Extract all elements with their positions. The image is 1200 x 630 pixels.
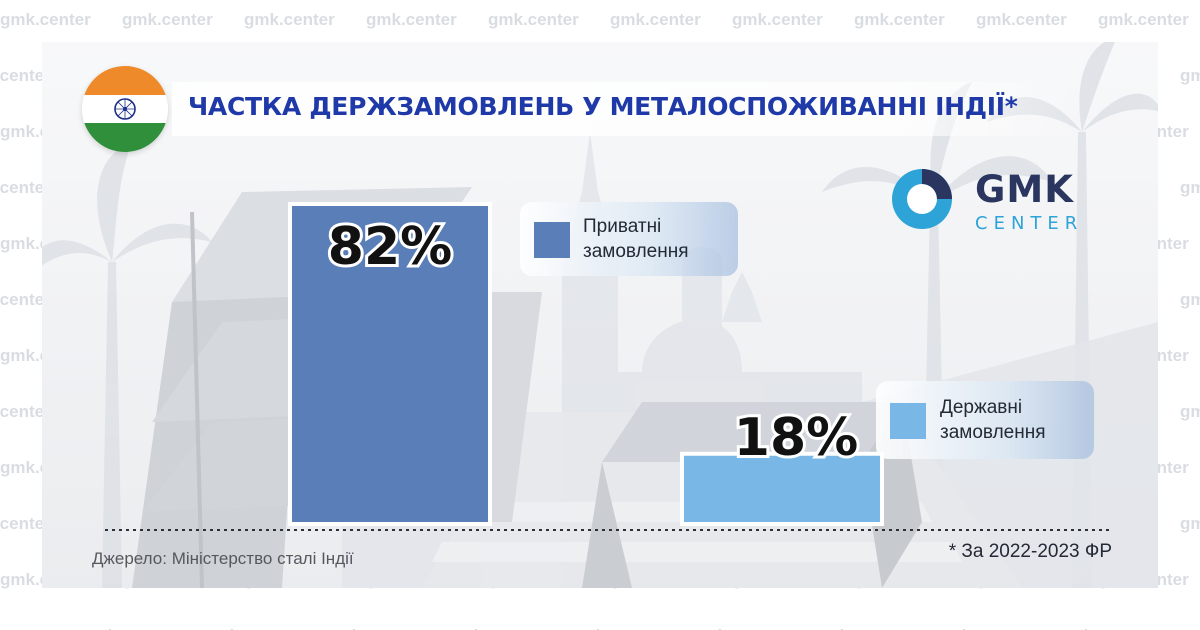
watermark-text: gmk.center xyxy=(244,10,335,29)
watermark-text: gmk.center xyxy=(0,290,51,309)
watermark-text: gmk.center xyxy=(1058,626,1149,630)
watermark-text: gmk.center xyxy=(204,626,295,630)
watermark-text: gmk.center xyxy=(1180,178,1200,197)
legend-label-private: Приватні замовлення xyxy=(583,216,689,262)
watermark-text: gmk.center xyxy=(976,10,1067,29)
watermark-text: gmk.center xyxy=(448,626,539,630)
india-flag-icon xyxy=(82,66,168,152)
watermark-text: gmk.center xyxy=(692,626,783,630)
watermark-text: gmk.center xyxy=(854,10,945,29)
bar-state xyxy=(680,451,884,527)
data-label-private: 82% xyxy=(328,217,452,277)
watermark-text: gmk.center xyxy=(0,626,51,630)
legend-swatch-private xyxy=(534,222,570,258)
watermark-text: gmk.center xyxy=(0,514,51,533)
watermark-text: gmk.center xyxy=(326,626,417,630)
ashoka-chakra-icon xyxy=(114,98,136,120)
chart-title: ЧАСТКА ДЕРЖЗАМОВЛЕНЬ У МЕТАЛОСПОЖИВАННІ … xyxy=(188,92,1018,121)
source-note: Джерело: Міністерство сталі Індії xyxy=(92,549,354,568)
watermark-text: gmk.center xyxy=(1180,626,1200,630)
watermark-text: gmk.center xyxy=(1098,10,1189,29)
watermark-text: gmk.center xyxy=(0,66,51,85)
footnote: * За 2022-2023 ФР xyxy=(948,541,1112,562)
watermark-text: gmk.center xyxy=(610,10,701,29)
watermark-text: gmk.center xyxy=(122,10,213,29)
watermark-text: gmk.center xyxy=(570,626,661,630)
legend-label-state: Державні замовлення xyxy=(940,397,1046,443)
watermark-text: gmk.center xyxy=(936,626,1027,630)
data-label-state: 18% xyxy=(734,408,858,468)
gmk-logo-icon xyxy=(892,169,952,229)
watermark-text: gmk.center xyxy=(0,178,51,197)
watermark-text: gmk.center xyxy=(366,10,457,29)
watermark-text: gmk.center xyxy=(732,10,823,29)
watermark-text: gmk.center xyxy=(82,626,173,630)
bar-private xyxy=(288,202,492,526)
watermark-text: gmk.center xyxy=(0,10,91,29)
watermark-text: gmk.center xyxy=(1180,402,1200,421)
watermark-text: gmk.center xyxy=(1180,514,1200,533)
watermark-text: gmk.center xyxy=(1180,66,1200,85)
watermark-text: gmk.center xyxy=(1180,290,1200,309)
title-banner xyxy=(172,82,1082,136)
logo-main-text: GMK xyxy=(975,168,1074,211)
legend-swatch-state xyxy=(890,403,926,439)
logo-sub-text: CENTER xyxy=(975,213,1084,234)
watermark-text: gmk.center xyxy=(814,626,905,630)
watermark-text: gmk.center xyxy=(0,402,51,421)
watermark-text: gmk.center xyxy=(488,10,579,29)
